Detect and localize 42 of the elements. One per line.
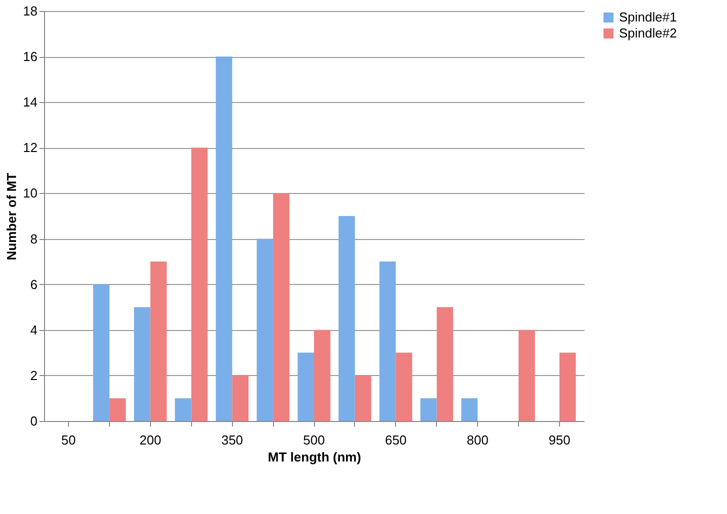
x-tick-label: 350 [221,432,244,448]
bar [518,330,535,421]
y-tick-label: 8 [30,231,38,246]
y-tick-label: 18 [23,4,38,18]
bar [93,284,110,421]
bar [420,398,437,421]
y-tick-label: 14 [23,94,38,110]
y-tick-label: 4 [30,322,38,338]
y-axis-title: Number of MT [4,172,20,260]
x-tick-label: 800 [466,432,488,448]
bar [232,375,249,421]
bar [559,352,576,421]
bar [174,398,192,421]
y-tick-label: 6 [30,276,38,292]
x-tick-label: 200 [140,432,162,448]
legend-label: Spindle#2 [619,26,677,40]
y-tick-label: 10 [23,186,38,201]
bar [216,56,232,421]
x-tick-label: 50 [61,432,76,448]
bar [354,375,372,421]
x-axis-title: MT length (nm) [268,450,362,464]
x-tick-label: 500 [303,432,325,448]
bar [109,398,126,421]
bar [273,193,290,421]
bar [256,238,274,421]
bar [338,216,355,421]
y-tick-label: 0 [30,414,38,428]
legend-label: Spindle#1 [619,10,677,24]
y-tick-label: 2 [30,368,38,383]
bar [191,148,208,421]
x-tick-label: 950 [548,432,570,448]
x-tick-label: 650 [384,432,407,448]
bar [461,398,478,421]
bar [150,262,167,421]
bar [298,352,314,421]
bar [379,262,396,421]
bar [436,307,454,421]
y-tick-label: 12 [23,140,38,156]
bar [396,352,412,421]
bar [314,330,330,421]
bar [134,307,150,421]
y-tick-label: 16 [23,49,38,64]
